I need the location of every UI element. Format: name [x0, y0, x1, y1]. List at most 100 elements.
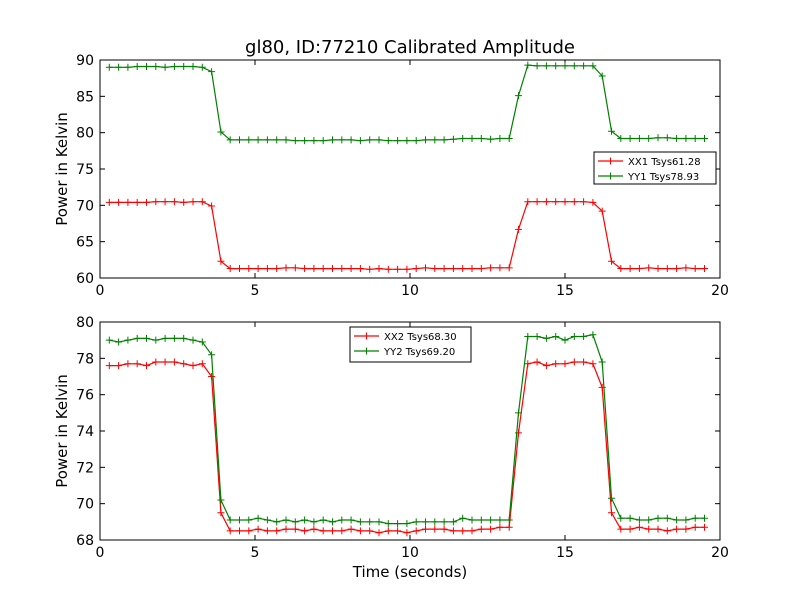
data-point [422, 518, 429, 526]
data-point [329, 136, 336, 144]
data-point [505, 516, 513, 524]
data-point [515, 225, 522, 233]
data-point [236, 527, 243, 535]
data-point [626, 514, 634, 522]
data-point [552, 62, 560, 70]
data-point [170, 63, 178, 71]
data-point [403, 137, 411, 145]
data-point [403, 520, 411, 528]
data-point [589, 62, 597, 70]
data-point [645, 525, 653, 533]
data-point [440, 518, 448, 526]
data-point [189, 63, 197, 71]
y-tick-label: 65 [76, 235, 94, 251]
data-point [217, 257, 225, 265]
data-point [319, 265, 327, 273]
data-point [524, 198, 532, 206]
data-point [663, 527, 671, 535]
data-point [449, 518, 457, 526]
data-point [673, 265, 681, 273]
data-point [273, 518, 281, 526]
data-point [422, 525, 429, 533]
data-point [356, 265, 364, 273]
legend-label: YY1 Tsys78.93 [627, 172, 699, 183]
legend: XX1 Tsys61.28 YY1 Tsys78.93 [593, 151, 717, 185]
series-2 [105, 331, 708, 528]
data-point [152, 63, 160, 71]
data-point [208, 202, 216, 210]
legend-swatch-marker [607, 157, 614, 165]
data-point [487, 525, 495, 533]
data-point [384, 265, 392, 273]
data-point [254, 525, 262, 533]
data-point [468, 265, 476, 273]
data-point [580, 358, 588, 366]
data-point [561, 360, 569, 368]
legend: XX2 Tsys68.30 YY2 Tsys69.20 [349, 326, 472, 363]
data-point [124, 198, 132, 206]
data-point [338, 527, 346, 535]
data-point [598, 358, 606, 366]
data-point [635, 523, 643, 531]
data-point [598, 72, 606, 80]
data-point [394, 137, 402, 145]
y-axis-label: Power in Kelvin [53, 112, 71, 226]
legend-swatch-marker [607, 172, 614, 180]
data-point [589, 360, 597, 368]
data-point [701, 523, 708, 531]
data-point [152, 198, 160, 206]
data-point [542, 362, 550, 370]
data-point [291, 525, 299, 533]
y-tick-label: 85 [76, 89, 94, 105]
data-point [570, 62, 578, 70]
data-point [356, 137, 364, 145]
data-point [524, 360, 532, 368]
data-point [654, 265, 662, 273]
data-point [115, 362, 123, 370]
data-point [329, 518, 336, 526]
data-point [608, 127, 615, 135]
chart-title: gl80, ID:77210 Calibrated Amplitude [245, 37, 575, 58]
data-point [412, 527, 420, 535]
data-point [431, 265, 439, 273]
data-point [170, 198, 178, 206]
x-tick-label: 20 [711, 545, 729, 561]
series-1 [105, 198, 708, 273]
data-point [115, 198, 123, 206]
data-point [394, 520, 402, 528]
x-tick-label: 10 [401, 283, 419, 299]
data-point [431, 518, 439, 526]
data-point [384, 137, 392, 145]
data-point [635, 265, 643, 273]
y-tick-label: 80 [76, 315, 94, 331]
data-point [533, 198, 541, 206]
data-point [682, 516, 690, 524]
data-point [245, 265, 253, 273]
data-point [496, 516, 504, 524]
data-point [133, 360, 141, 368]
data-point [570, 333, 578, 341]
data-point [552, 333, 560, 341]
data-point [319, 527, 327, 535]
legend-swatch-marker [363, 347, 370, 355]
y-tick-label: 68 [76, 533, 94, 549]
data-point [338, 516, 346, 524]
data-point [561, 336, 569, 344]
data-point [459, 514, 467, 522]
x-tick-label: 5 [251, 283, 260, 299]
legend-box [593, 151, 717, 185]
data-point [347, 516, 355, 524]
data-point [319, 516, 327, 524]
data-point [477, 516, 485, 524]
data-point [635, 134, 643, 142]
data-point [375, 265, 383, 273]
data-point [366, 527, 374, 535]
y-tick-label: 70 [76, 497, 94, 513]
data-point [487, 135, 495, 143]
data-point [654, 514, 662, 522]
data-point [440, 136, 448, 144]
data-point [645, 264, 653, 272]
data-point [505, 264, 513, 272]
data-point [617, 525, 625, 533]
x-tick-label: 15 [556, 545, 574, 561]
